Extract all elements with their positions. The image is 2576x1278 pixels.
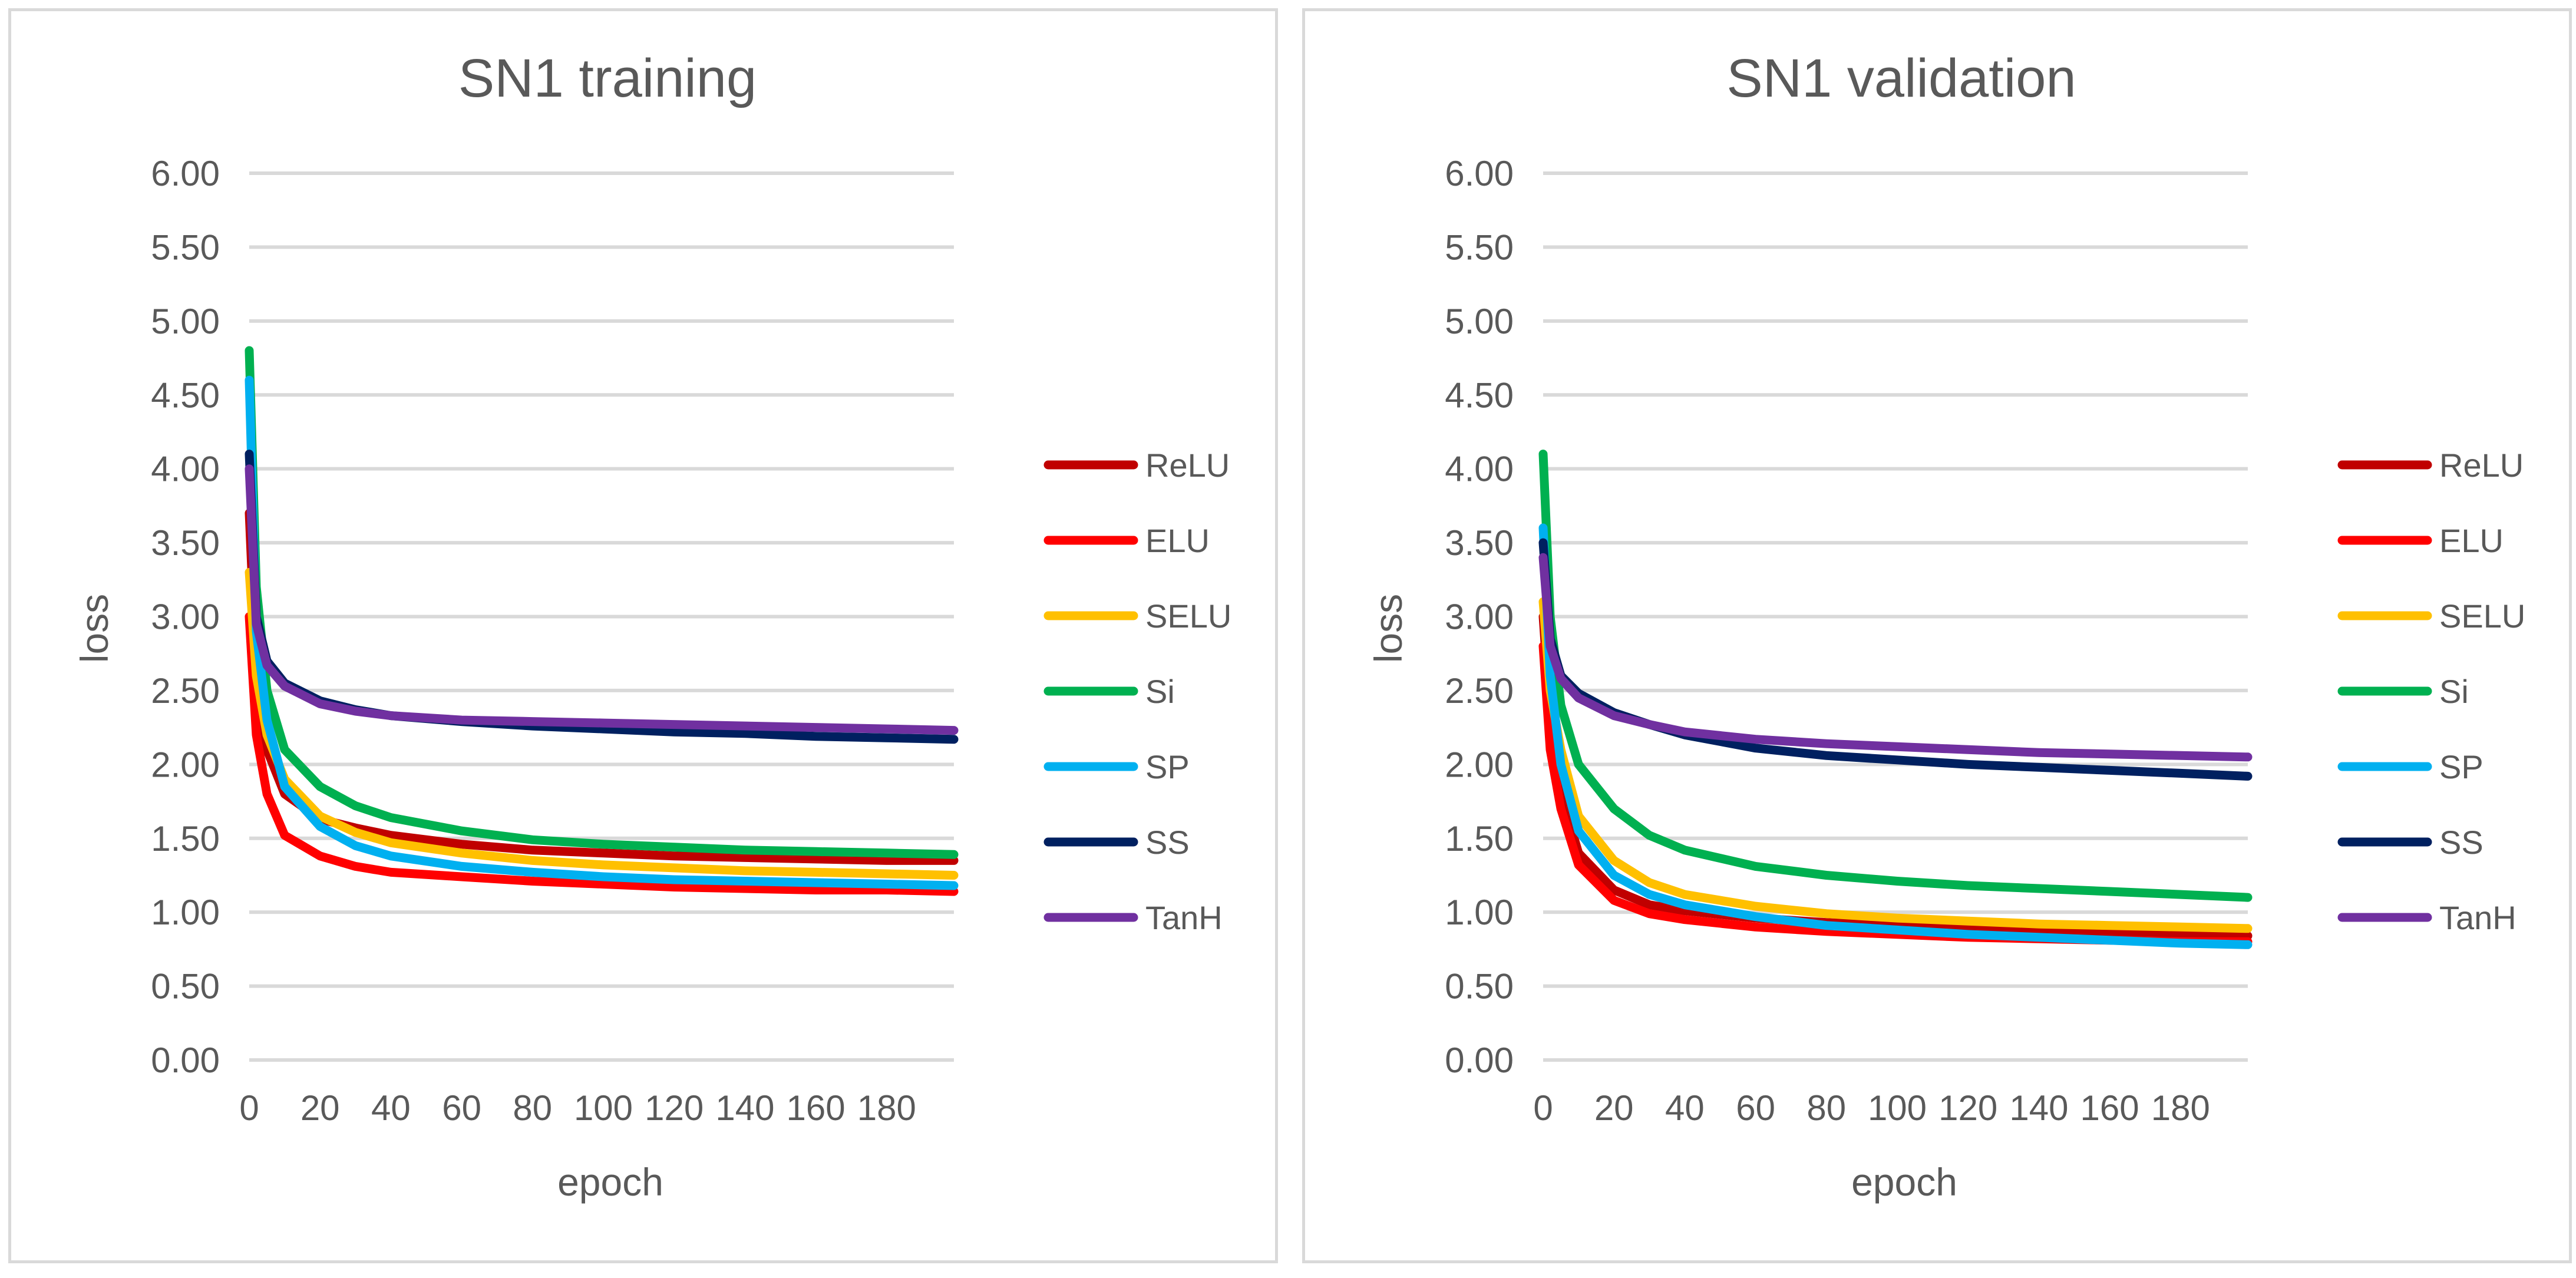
legend-label-sp: SP: [1145, 748, 1190, 785]
series-line-ss: [245, 450, 959, 744]
y-tick-label: 1.50: [1445, 819, 1514, 858]
chart-panel-training: SN1 training 0.00 0.50 1.00 1.50 2.00 2.50 3.00…: [8, 8, 1278, 1263]
series-line-tanh: [1538, 553, 2253, 762]
y-tick-label: 3.00: [1445, 597, 1514, 637]
y-tick-label: 6.00: [1445, 154, 1514, 193]
y-tick-label: 1.50: [151, 819, 220, 858]
series-line-relu: [1538, 612, 2253, 940]
y-tick-label: 0.00: [1445, 1041, 1514, 1080]
y-tick-label: 5.50: [1445, 227, 1514, 267]
x-tick-label: 180: [857, 1088, 916, 1128]
chart-title: SN1 training: [458, 48, 757, 108]
y-tick-label: 4.50: [1445, 375, 1514, 415]
y-tick-label: 3.50: [151, 523, 220, 563]
legend-label-elu: ELU: [2439, 522, 2504, 559]
x-tick-label: 40: [371, 1088, 411, 1128]
series-line-relu: [245, 508, 959, 865]
y-tick-label: 4.50: [151, 375, 220, 415]
series-line-si: [245, 346, 959, 859]
y-tick-label: 6.00: [151, 154, 220, 193]
x-tick-label: 100: [1868, 1088, 1927, 1128]
x-tick-label: 140: [2009, 1088, 2068, 1128]
y-tick-label: 4.00: [1445, 450, 1514, 489]
y-tick-label: 3.50: [1445, 523, 1514, 563]
legend-label-tanh: TanH: [1145, 899, 1223, 936]
x-tick-label: 120: [1938, 1088, 1997, 1128]
x-tick-label: 100: [574, 1088, 633, 1128]
y-axis-label: loss: [72, 594, 116, 663]
series-line-ss: [1538, 538, 2253, 781]
legend-label-relu: ReLU: [2439, 447, 2524, 484]
y-tick-label: 0.50: [1445, 967, 1514, 1006]
x-tick-label: 160: [2080, 1088, 2139, 1128]
y-tick-label: 2.50: [1445, 671, 1514, 711]
legend-label-elu: ELU: [1145, 522, 1210, 559]
series-line-si: [1538, 450, 2253, 902]
y-tick-label: 3.00: [151, 597, 220, 637]
x-tick-label: 80: [513, 1088, 552, 1128]
y-tick-label: 2.00: [151, 745, 220, 784]
y-tick-label: 0.00: [151, 1041, 220, 1080]
y-axis-label: loss: [1366, 594, 1410, 663]
chart-panel-validation: SN1 validation 0.00 0.50 1.00 1.50 2.00 2.50 3.…: [1302, 8, 2572, 1263]
x-tick-label: 160: [787, 1088, 846, 1128]
legend-label-sp: SP: [2439, 748, 2483, 785]
x-tick-label: 140: [715, 1088, 774, 1128]
series-line-sp: [1538, 523, 2253, 949]
y-tick-label: 2.50: [151, 671, 220, 711]
x-axis-label: epoch: [557, 1160, 663, 1204]
y-tick-label: 5.50: [151, 227, 220, 267]
x-tick-label: 80: [1806, 1088, 1846, 1128]
y-tick-label: 5.00: [1445, 302, 1514, 341]
chart-validation: SN1 validation 0.00 0.50 1.00 1.50 2.00 2.50 3.…: [1366, 48, 2525, 1204]
legend-label-ss: SS: [2439, 824, 2483, 861]
y-tick-label: 5.00: [151, 302, 220, 341]
x-tick-label: 0: [1533, 1088, 1553, 1128]
legend-label-relu: ReLU: [1145, 447, 1230, 484]
chart-title: SN1 validation: [1726, 48, 2076, 108]
x-tick-label: 20: [300, 1088, 340, 1128]
y-tick-label: 1.00: [151, 893, 220, 932]
legend-label-si: Si: [2439, 673, 2469, 710]
legend-label-selu: SELU: [1145, 597, 1231, 635]
chart-training: SN1 training 0.00 0.50 1.00 1.50 2.00 2.50 3.00…: [72, 48, 1231, 1204]
legend-label-tanh: TanH: [2439, 899, 2516, 936]
series-line-sp: [245, 375, 959, 890]
y-tick-label: 0.50: [151, 967, 220, 1006]
legend-label-selu: SELU: [2439, 597, 2525, 635]
x-axis-label: epoch: [1851, 1160, 1957, 1204]
series-line-tanh: [245, 464, 959, 735]
x-tick-label: 180: [2151, 1088, 2210, 1128]
x-tick-label: 0: [239, 1088, 259, 1128]
x-tick-label: 60: [1736, 1088, 1775, 1128]
y-tick-label: 4.00: [151, 450, 220, 489]
series-line-elu: [245, 612, 959, 896]
y-tick-label: 2.00: [1445, 745, 1514, 784]
x-tick-label: 60: [442, 1088, 481, 1128]
legend-label-ss: SS: [1145, 824, 1190, 861]
y-tick-label: 1.00: [1445, 893, 1514, 932]
x-tick-label: 20: [1594, 1088, 1634, 1128]
x-tick-label: 40: [1665, 1088, 1705, 1128]
x-tick-label: 120: [645, 1088, 704, 1128]
legend-label-si: Si: [1145, 673, 1175, 710]
